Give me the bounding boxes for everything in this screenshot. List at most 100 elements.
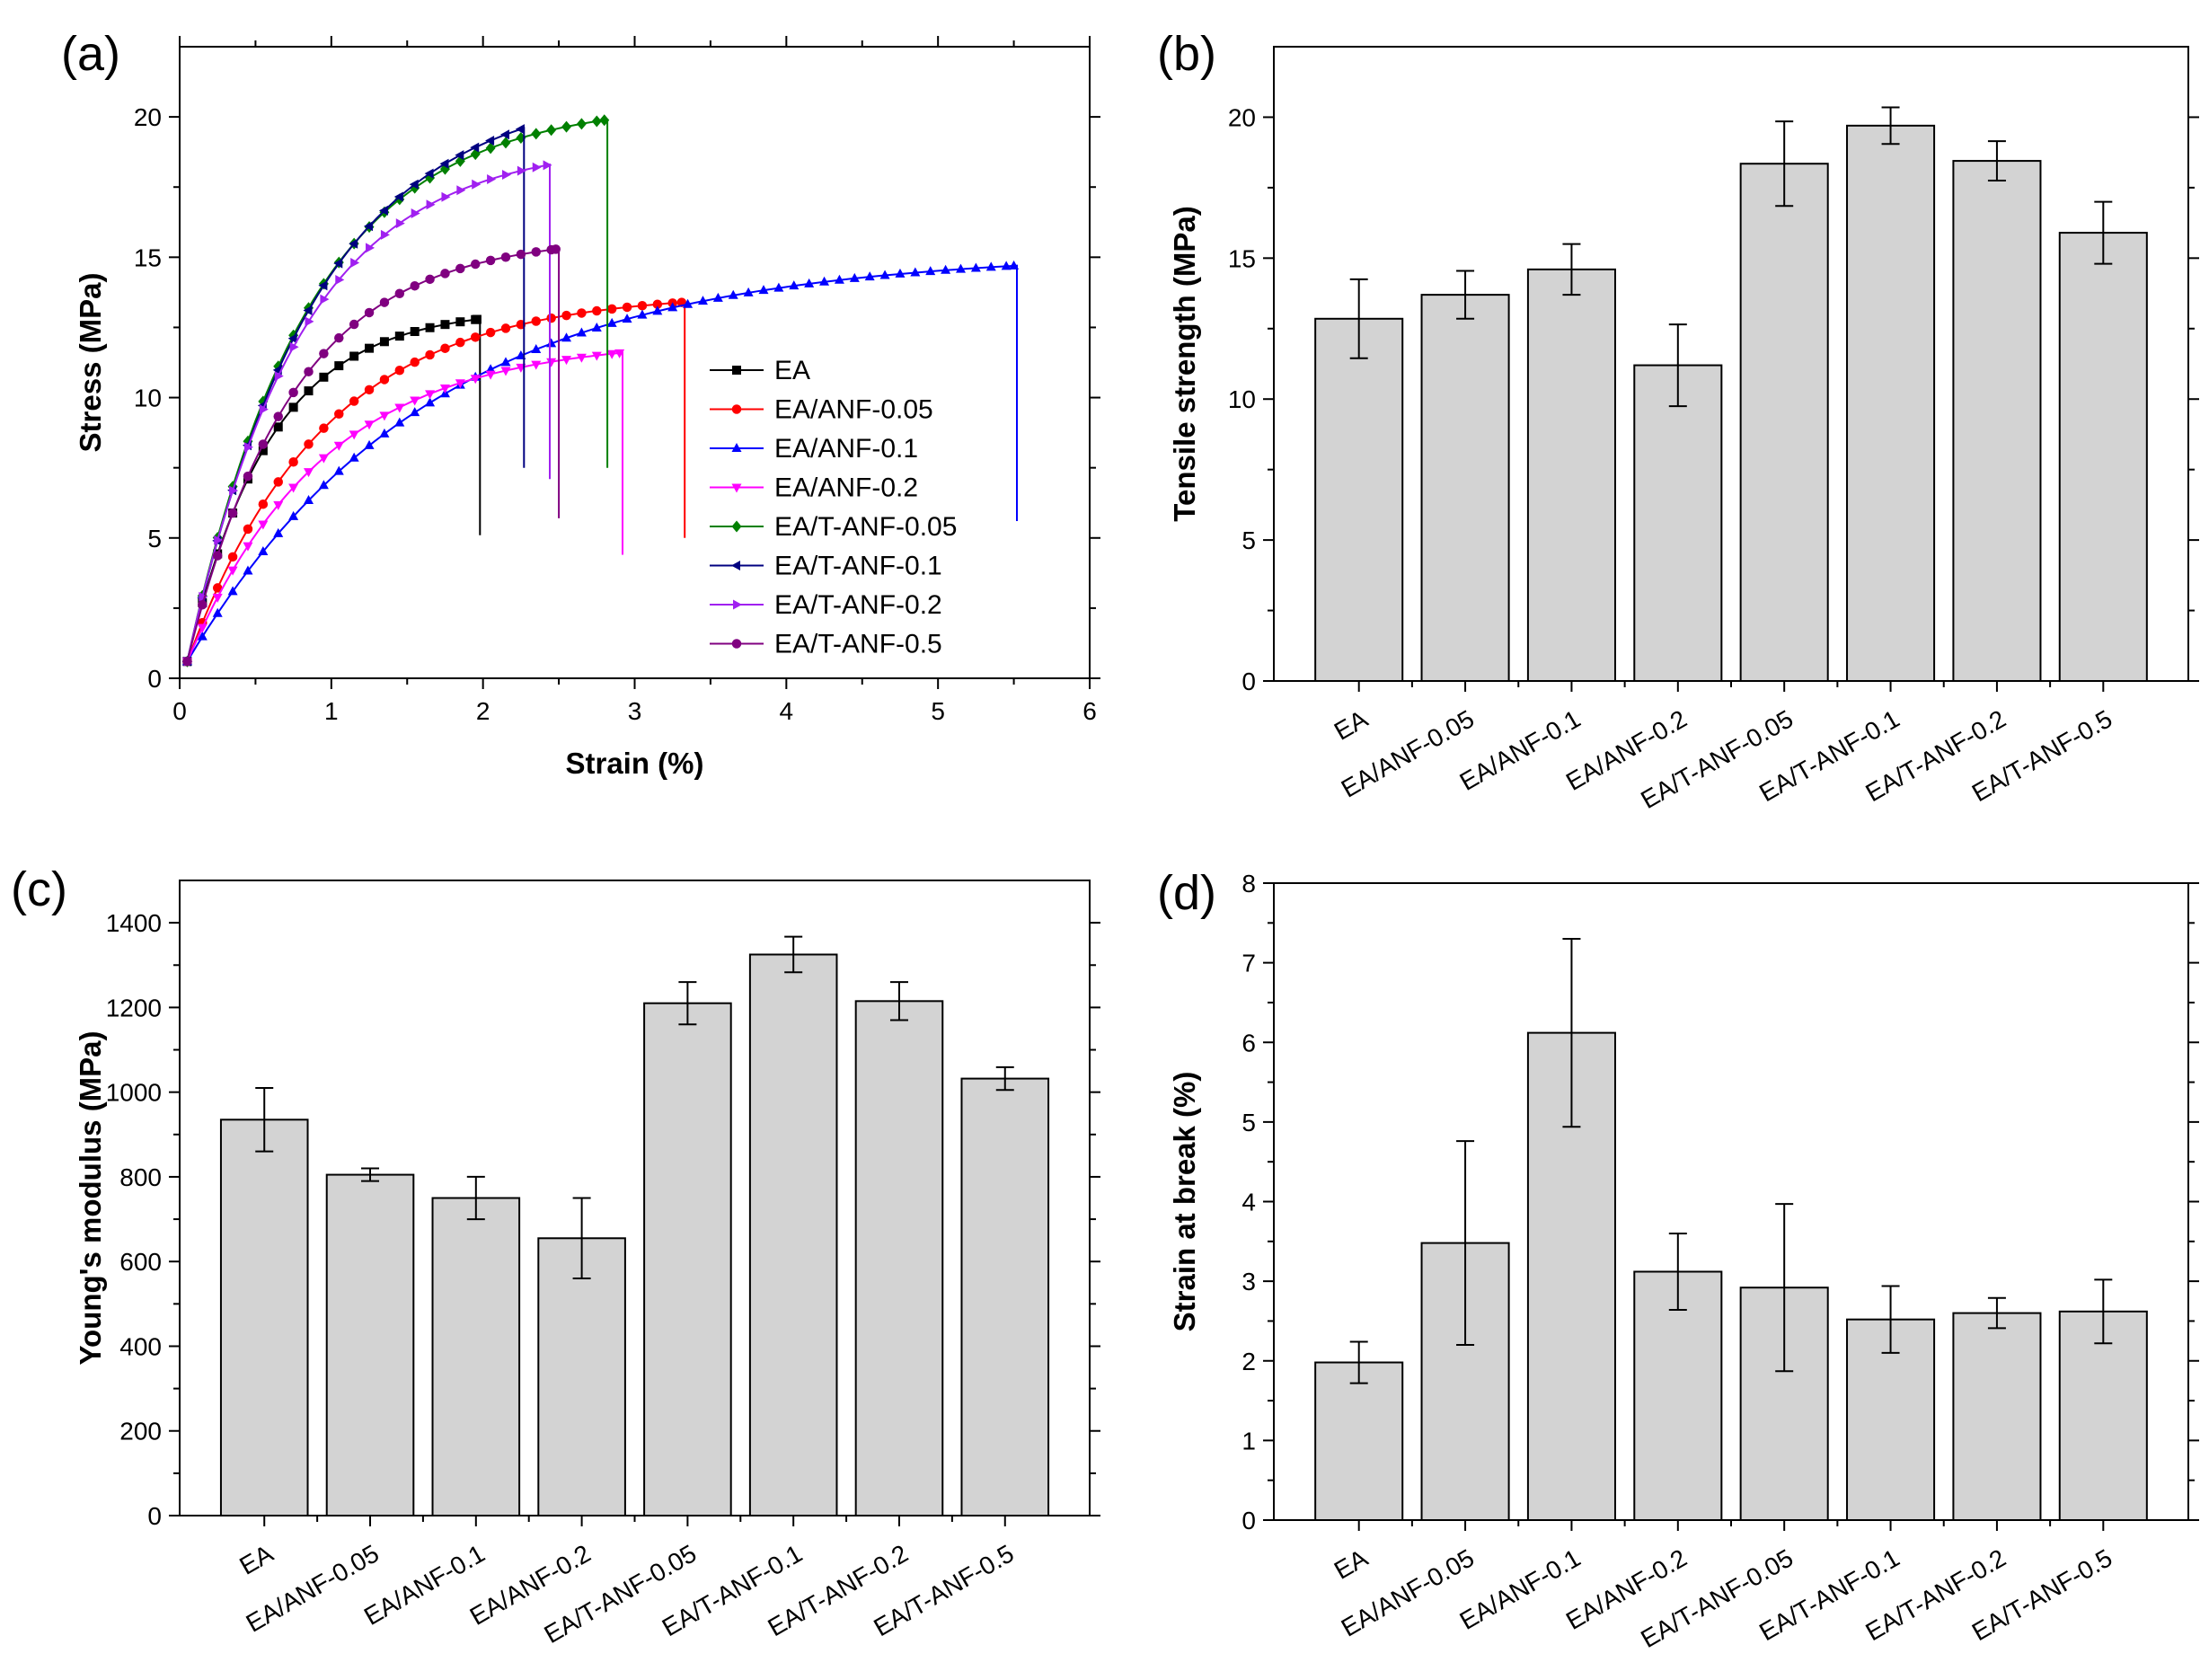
marker-circle — [243, 524, 253, 535]
marker-circle — [731, 639, 742, 649]
marker-triangle-down — [606, 349, 617, 359]
marker-circle — [531, 316, 542, 326]
y-tick-label: 7 — [1241, 950, 1256, 977]
marker-circle — [455, 263, 465, 274]
marker-triangle-down — [470, 375, 481, 385]
series-line-ea-t-anf-0-1 — [186, 127, 526, 662]
marker-triangle-up — [683, 298, 694, 308]
plot-frame — [1273, 882, 2189, 1521]
marker-triangle-right — [543, 160, 552, 171]
marker-triangle-up — [364, 439, 375, 449]
series-ea-t-anf-0-1 — [181, 124, 526, 667]
marker-triangle-down — [318, 454, 329, 464]
marker-triangle-up — [243, 565, 253, 575]
marker-triangle-up — [410, 407, 420, 417]
x-tick-label: EA/ANF-0.1 — [359, 1539, 490, 1631]
marker-circle — [622, 302, 632, 313]
marker-triangle-right — [733, 599, 742, 610]
marker-triangle-up — [349, 452, 359, 462]
marker-square — [273, 422, 283, 432]
marker-triangle-up — [318, 480, 329, 490]
marker-diamond — [500, 137, 511, 149]
y-tick-label: 1200 — [106, 994, 162, 1021]
marker-triangle-up — [985, 261, 996, 271]
marker-triangle-down — [212, 593, 223, 603]
marker-triangle-down — [197, 623, 208, 633]
y-tick-label: 20 — [1228, 103, 1256, 131]
bar-ea — [219, 1119, 309, 1516]
bar-ea-t-anf-0-5 — [960, 1077, 1050, 1516]
marker-square — [455, 317, 465, 327]
panel-label: (a) — [61, 27, 120, 81]
marker-circle — [319, 423, 329, 433]
marker-square — [379, 337, 389, 347]
legend-label: EA/ANF-0.1 — [774, 434, 918, 464]
marker-triangle-left — [364, 221, 374, 232]
marker-triangle-up — [304, 495, 314, 505]
marker-circle — [637, 300, 648, 311]
marker-triangle-up — [849, 272, 860, 282]
marker-square — [394, 332, 404, 341]
marker-circle — [606, 304, 617, 314]
marker-triangle-down — [561, 356, 572, 366]
marker-circle — [577, 308, 587, 318]
marker-triangle-down — [485, 370, 496, 380]
marker-triangle-left — [455, 150, 464, 161]
marker-triangle-right — [532, 162, 542, 172]
x-tick-label: 6 — [1082, 697, 1097, 725]
y-tick-label: 10 — [1228, 385, 1256, 413]
marker-triangle-up — [819, 276, 830, 286]
marker-square — [732, 366, 741, 375]
marker-circle — [349, 396, 359, 406]
y-tick-label: 200 — [119, 1418, 162, 1446]
y-axis-label: Stress (MPa) — [74, 273, 107, 453]
marker-square — [304, 386, 314, 396]
marker-circle — [334, 409, 344, 420]
marker-triangle-up — [288, 510, 299, 520]
marker-triangle-up — [500, 357, 511, 367]
marker-triangle-left — [424, 168, 434, 179]
x-axis-label: Strain (%) — [565, 747, 703, 780]
y-axis-label: Strain at break (%) — [1168, 1072, 1201, 1332]
marker-triangle-up — [834, 274, 844, 284]
marker-triangle-down — [455, 379, 465, 389]
marker-triangle-down — [364, 420, 375, 430]
marker-triangle-right — [199, 591, 208, 602]
marker-triangle-down — [258, 520, 269, 530]
marker-triangle-right — [214, 535, 224, 545]
marker-square — [334, 361, 344, 371]
marker-circle — [379, 297, 390, 307]
marker-triangle-right — [243, 442, 253, 453]
x-tick-label: 3 — [628, 697, 642, 725]
marker-triangle-down — [425, 390, 436, 400]
x-tick-label: 1 — [324, 697, 339, 725]
bar-ea-t-anf-0-05 — [1739, 163, 1829, 682]
marker-triangle-up — [864, 271, 875, 281]
y-tick-label: 15 — [134, 243, 162, 271]
marker-triangle-right — [456, 185, 466, 196]
marker-triangle-down — [273, 500, 284, 510]
marker-circle — [455, 337, 465, 348]
marker-triangle-down — [576, 353, 587, 363]
marker-diamond — [731, 520, 742, 533]
marker-triangle-up — [667, 302, 678, 312]
marker-circle — [410, 280, 420, 291]
x-tick-label: EA — [234, 1539, 278, 1580]
legend-item-ea-anf-0-05: EA/ANF-0.05 — [710, 395, 933, 425]
marker-diamond — [576, 118, 587, 130]
bar-ea-anf-0-2 — [537, 1237, 626, 1516]
bar-ea-anf-0-05 — [325, 1173, 415, 1516]
marker-square — [425, 323, 435, 332]
bar-ea-t-anf-0-5 — [2058, 1310, 2148, 1521]
bar-ea-anf-0-1 — [431, 1197, 521, 1516]
x-tick-label: EA — [1330, 704, 1373, 746]
marker-circle — [470, 259, 481, 270]
marker-triangle-right — [366, 243, 376, 253]
bar-ea-anf-0-1 — [1526, 268, 1616, 682]
marker-circle — [349, 319, 359, 330]
y-tick-label: 0 — [1241, 668, 1256, 695]
marker-circle — [425, 274, 435, 285]
legend-label: EA/ANF-0.05 — [774, 395, 933, 425]
marker-triangle-up — [773, 282, 784, 292]
